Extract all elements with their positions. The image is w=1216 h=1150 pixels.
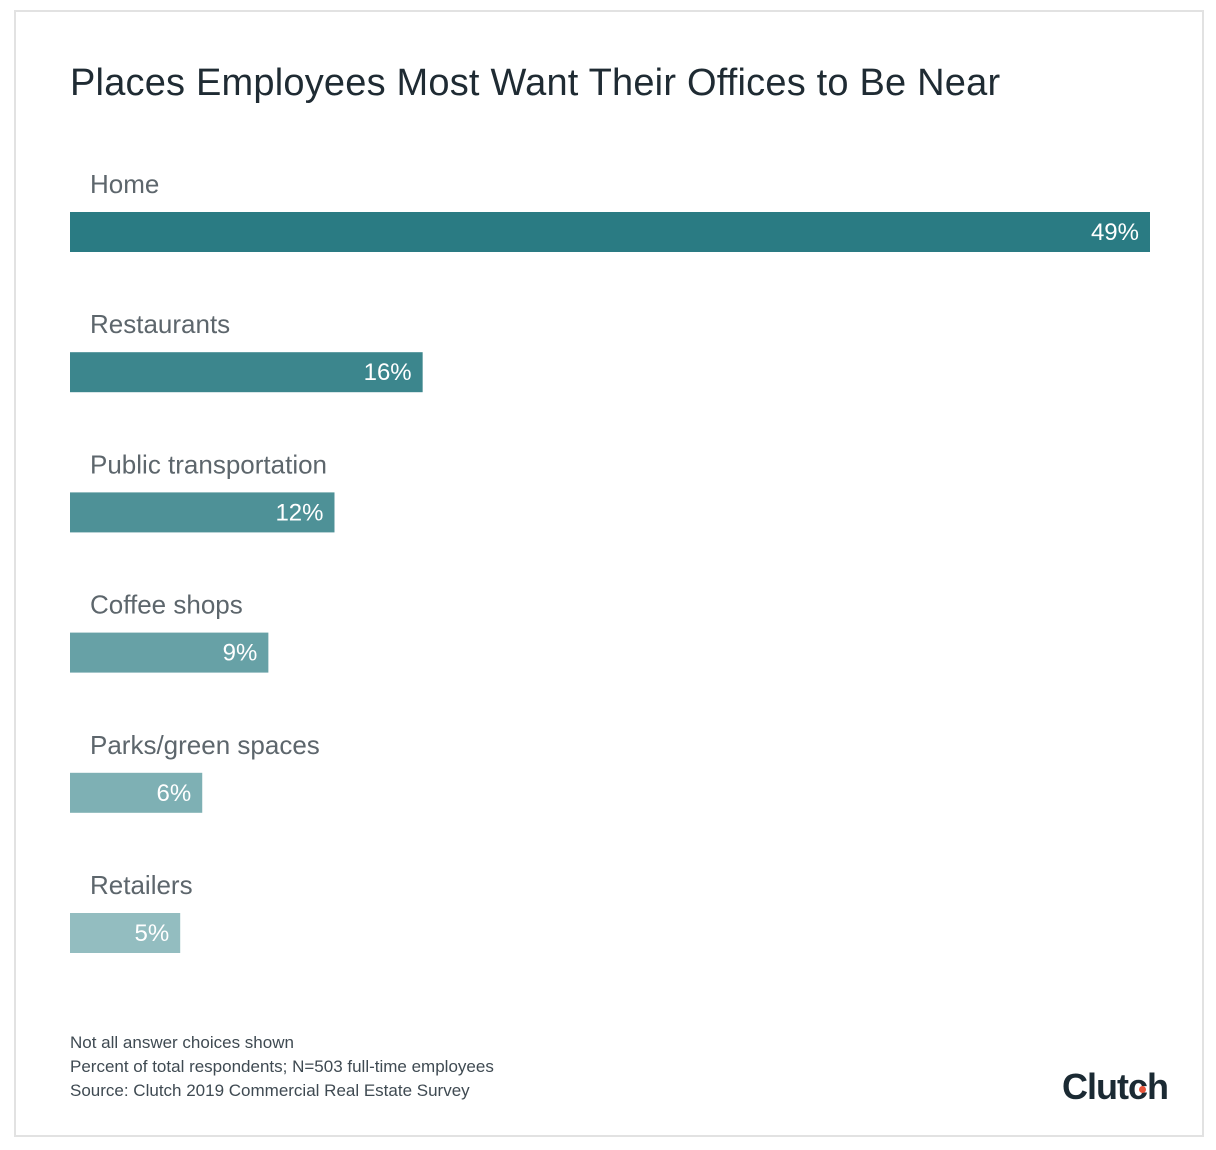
category-label: Coffee shops — [90, 590, 243, 620]
bar — [70, 492, 335, 533]
bar-value-label: 5% — [135, 920, 170, 947]
bar — [70, 772, 203, 813]
category-label: Parks/green spaces — [90, 730, 320, 760]
bar-value-label: 49% — [1091, 219, 1139, 246]
clutch-logo: Clutch — [1062, 1066, 1169, 1107]
category-label: Restaurants — [90, 309, 230, 339]
bar-value-label: 12% — [275, 499, 323, 526]
note-line: Not all answer choices shown — [70, 1033, 294, 1052]
note-line: Percent of total respondents; N=503 full… — [70, 1057, 494, 1076]
bar-value-label: 16% — [364, 359, 412, 386]
category-label: Home — [90, 169, 159, 199]
category-label: Public transportation — [90, 449, 327, 479]
bar-value-label: 6% — [157, 780, 192, 807]
logo-accent-dot — [1139, 1086, 1146, 1093]
category-label: Retailers — [90, 870, 193, 900]
bar — [70, 212, 1150, 252]
bar — [70, 632, 269, 673]
note-line: Source: Clutch 2019 Commercial Real Esta… — [70, 1081, 470, 1100]
bar — [70, 913, 181, 953]
chart-notes: Not all answer choices shown Percent of … — [70, 1031, 494, 1103]
bar — [70, 352, 423, 393]
chart-title: Places Employees Most Want Their Offices… — [70, 62, 1001, 104]
chart-card — [14, 10, 1204, 1137]
bar-value-label: 9% — [223, 640, 258, 667]
